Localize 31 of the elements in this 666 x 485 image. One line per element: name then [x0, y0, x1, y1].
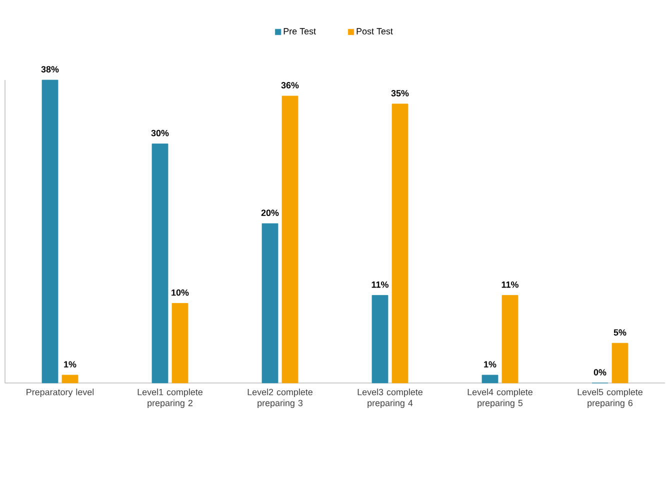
- bar: [172, 303, 188, 384]
- data-label: 11%: [372, 281, 388, 288]
- data-label: 0%: [594, 369, 606, 376]
- legend-label: Pre Test: [284, 28, 316, 34]
- bar: [372, 295, 388, 384]
- data-label: 36%: [281, 82, 299, 88]
- data-label: 35%: [391, 90, 409, 96]
- x-tick-label: Preparatory level: [26, 388, 94, 397]
- bar: [612, 342, 628, 384]
- x-tick-label: Level4 complete preparing 5: [468, 388, 532, 408]
- bar: [502, 295, 518, 384]
- data-label: 20%: [261, 210, 279, 216]
- data-label: 11%: [502, 281, 518, 288]
- x-tick-label: Level3 complete preparing 4: [358, 388, 422, 408]
- bar: [62, 374, 78, 384]
- bar: [152, 144, 168, 384]
- bar: [282, 96, 298, 384]
- x-tick-label: Level5 complete preparing 6: [578, 388, 642, 408]
- legend-label: Post Test: [356, 28, 393, 34]
- data-label: 10%: [172, 289, 189, 296]
- bar: [482, 374, 498, 384]
- x-tick-label: Level2 complete preparing 3: [248, 388, 312, 408]
- data-label: 1%: [64, 361, 76, 368]
- x-tick-label: Level1 complete preparing 2: [138, 388, 202, 408]
- bar: [262, 223, 278, 384]
- bar: [392, 104, 408, 384]
- bar: [42, 80, 58, 384]
- data-label: 30%: [151, 130, 169, 136]
- data-label: 38%: [41, 66, 59, 72]
- data-label: 1%: [484, 361, 496, 368]
- data-label: 5%: [614, 329, 626, 336]
